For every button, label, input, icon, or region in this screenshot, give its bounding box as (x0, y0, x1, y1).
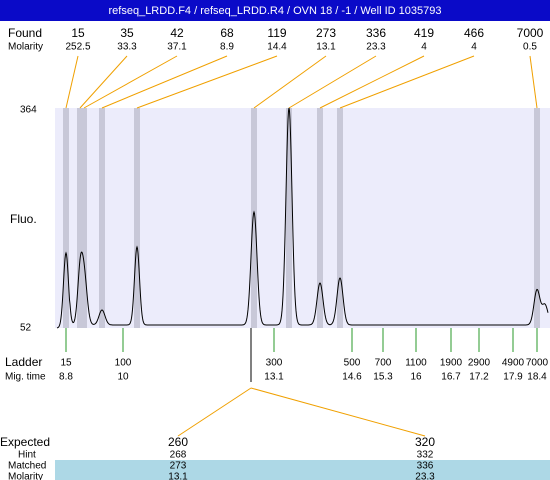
found-molarity: 0.5 (523, 42, 537, 53)
peak-band (534, 108, 540, 328)
peak-band (134, 108, 140, 328)
found-molarity: 252.5 (65, 42, 90, 53)
found-size: 35 (120, 26, 134, 40)
mig-time: 13.1 (264, 372, 284, 383)
expected-value: 260 (168, 435, 188, 449)
peak-band (317, 108, 323, 328)
peak-band (81, 108, 87, 328)
peak-band (337, 108, 343, 328)
matched: 273 (170, 461, 187, 472)
peak-band (251, 108, 257, 328)
molarity-label: Molarity (8, 42, 43, 53)
hint: 268 (170, 450, 187, 461)
mig-time: 10 (117, 372, 129, 383)
expected-value: 320 (415, 435, 435, 449)
found-molarity: 14.4 (267, 42, 287, 53)
found-size: 15 (71, 26, 85, 40)
connector (101, 55, 228, 109)
hint-label: Hint (18, 450, 36, 461)
y-label: Fluo. (10, 212, 37, 226)
peak-band (99, 108, 105, 328)
ladder-size: 1100 (405, 358, 427, 369)
hint: 332 (417, 450, 434, 461)
found-molarity: 23.3 (366, 42, 386, 53)
ladder-size: 300 (266, 358, 283, 369)
connector (250, 387, 426, 437)
found-size: 273 (316, 26, 336, 40)
connector (136, 55, 278, 109)
peak-band (63, 108, 69, 328)
mig-time: 14.6 (342, 372, 362, 383)
found-size: 68 (220, 26, 234, 40)
connector (319, 55, 425, 109)
mig-time: 17.2 (469, 372, 489, 383)
connector (253, 55, 327, 109)
ladder-size: 7000 (526, 358, 549, 369)
y-max: 364 (20, 105, 37, 116)
connector (288, 55, 377, 109)
mig-time: 17.9 (503, 372, 523, 383)
found-molarity: 13.1 (316, 42, 336, 53)
mig-time: 15.3 (373, 372, 393, 383)
ladder-size: 15 (60, 358, 72, 369)
found-size: 119 (267, 26, 286, 40)
peak-band (286, 108, 292, 328)
found-size: 466 (464, 26, 484, 40)
connector (65, 55, 79, 109)
trace (56, 107, 549, 329)
connector (529, 55, 538, 109)
matched-band (55, 460, 550, 480)
mig-time: 8.8 (59, 372, 73, 383)
found-size: 419 (414, 26, 434, 40)
found-molarity: 8.9 (220, 42, 234, 53)
title-bar (0, 0, 550, 21)
ladder-size: 2900 (468, 358, 491, 369)
connector (79, 55, 128, 109)
found-molarity: 37.1 (167, 42, 187, 53)
mig-time: 16.7 (441, 372, 461, 383)
ladder-size: 4900 (502, 358, 525, 369)
found-size: 336 (366, 26, 386, 40)
peak-band (77, 108, 83, 328)
mig-time: 16 (410, 372, 422, 383)
matched-label: Matched (8, 461, 46, 472)
found-molarity: 4 (471, 42, 477, 53)
ladder-size: 1900 (440, 358, 463, 369)
ladder-label: Ladder (5, 355, 42, 369)
found-label: Found (8, 26, 42, 40)
connector (339, 55, 475, 109)
matched: 336 (417, 461, 434, 472)
mig-time-label: Mig. time (5, 372, 46, 383)
ladder-size: 100 (115, 358, 132, 369)
expected-label: Expected (0, 435, 50, 449)
plot-area (55, 108, 550, 328)
found-molarity: 4 (421, 42, 427, 53)
ladder-size: 500 (344, 358, 361, 369)
ladder-size: 700 (375, 358, 392, 369)
title: refseq_LRDD.F4 / refseq_LRDD.R4 / OVN 18… (109, 5, 442, 17)
connector (177, 387, 252, 437)
y-min: 52 (20, 323, 32, 334)
found-molarity: 33.3 (117, 42, 137, 53)
connector (83, 55, 178, 109)
mig-time: 18.4 (527, 372, 547, 383)
expected-molarity: 23.3 (415, 472, 435, 480)
expected-molarity: 13.1 (168, 472, 188, 480)
found-size: 7000 (517, 26, 544, 40)
found-size: 42 (170, 26, 184, 40)
molarity-label: Molarity (8, 472, 43, 480)
